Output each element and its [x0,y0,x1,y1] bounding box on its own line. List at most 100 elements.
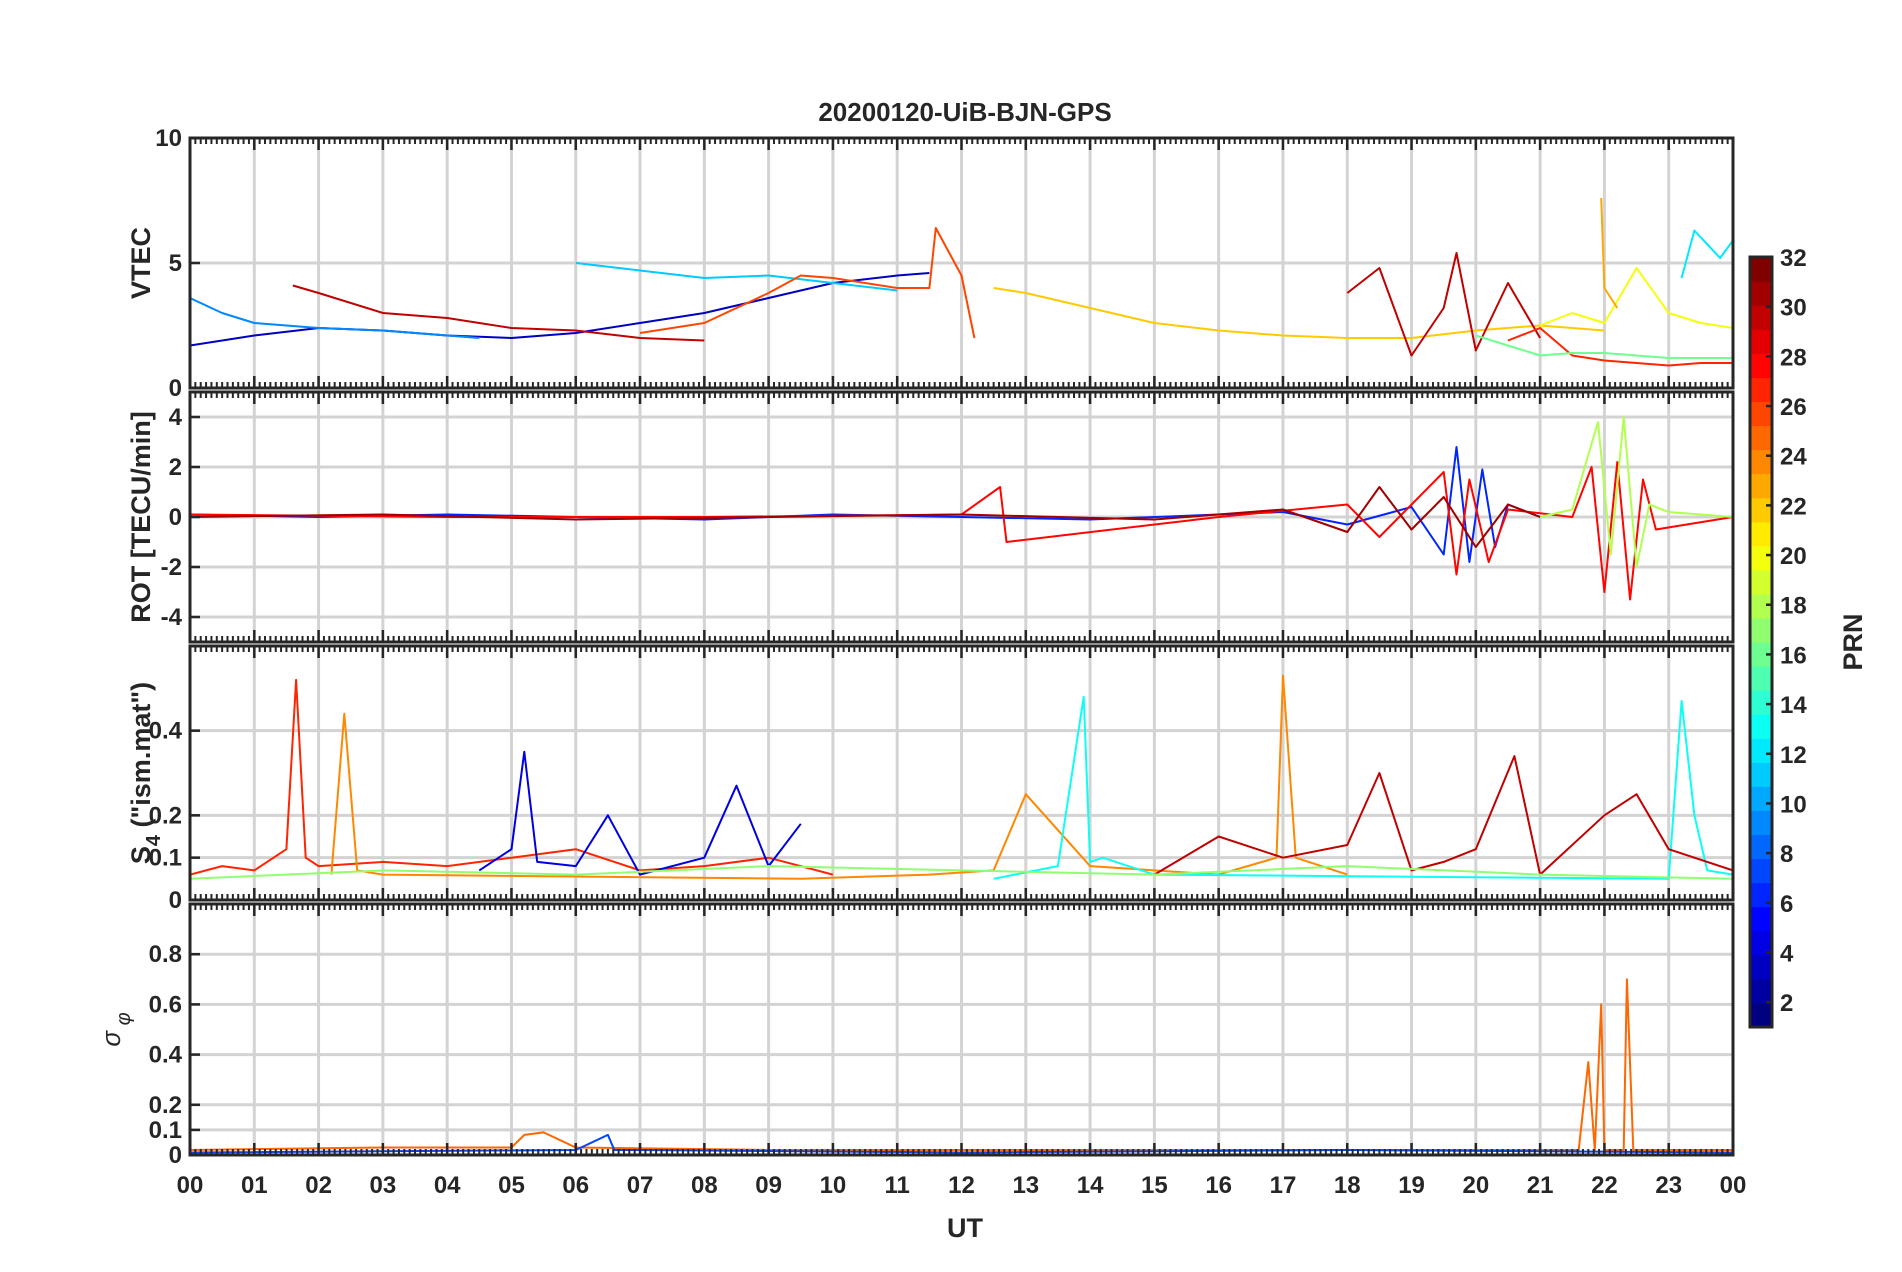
y-tick-label: 0.6 [149,991,182,1018]
colorbar-segment [1750,954,1772,980]
y-tick-label: 0 [169,887,182,914]
y-axis-label: ROT [TECU/min] [126,411,156,622]
x-tick-label: 04 [434,1172,461,1199]
colorbar-tick-label: 26 [1780,394,1807,421]
series-prn-18 [1539,416,1733,568]
series-prn-3 [190,272,930,347]
y-tick-label: 0.4 [149,718,183,745]
series-prn-27 [1507,327,1733,367]
y-tick-label: -2 [161,554,182,581]
colorbar-tick-label: 4 [1780,940,1794,967]
colorbar-segment [1750,449,1772,475]
colorbar-segment [1750,834,1772,860]
x-tick-label: 02 [305,1172,332,1199]
y-tick-label: 0.1 [149,1117,182,1144]
panel-vtec: 0 5 10 VTEC [126,125,1735,402]
colorbar-tick-label: 10 [1780,791,1807,818]
colorbar-segment [1750,858,1772,884]
series-prn-30 [1346,252,1541,357]
colorbar-segment [1750,353,1772,378]
colorbar-segment [1750,617,1772,643]
colorbar-segment [1750,257,1772,282]
panel-rot: -4 -2 0 2 4 ROT [TECU/min] [126,390,1735,644]
x-tick-label: 15 [1141,1172,1168,1199]
colorbar-segment [1750,1002,1772,1028]
y-tick-label: 0.8 [149,941,182,968]
colorbar-segment [1750,377,1772,402]
colorbar-segment [1750,521,1772,547]
y-axis-label: S4 ("ism.mat") [126,682,165,864]
series-prn-25 [190,978,1733,1151]
colorbar-segment [1750,569,1772,595]
x-tick-label: 03 [370,1172,397,1199]
x-tick-label: 07 [627,1172,654,1199]
y-tick-label: 0 [169,1142,182,1169]
y-tick-label: 0.2 [149,802,182,829]
x-tick-label: 00 [177,1172,204,1199]
chart-title: 20200120-UiB-BJN-GPS [818,97,1111,127]
colorbar-tick-label: 30 [1780,295,1807,322]
x-tick-label: 21 [1527,1172,1554,1199]
series-prn-31 [190,486,1541,548]
x-tick-label: 17 [1270,1172,1297,1199]
panel-sigma_phi: 00.10.2 0.4 0.6 0.8 σ φ [96,902,1735,1169]
colorbar-segment [1750,882,1772,908]
colorbar-tick-label: 28 [1780,344,1807,371]
x-tick-label: 11 [885,1172,910,1199]
y-tick-label: 5 [169,250,182,277]
colorbar-tick-label: 20 [1780,543,1807,570]
colorbar-segment [1750,690,1772,715]
x-tick-label: 06 [562,1172,589,1199]
colorbar-segment [1750,473,1772,499]
series-prn-24 [330,674,1348,880]
colorbar-segment [1750,593,1772,619]
colorbar-tick-label: 22 [1780,493,1807,520]
x-tick-label: 19 [1398,1172,1425,1199]
series-prn-13 [993,695,1733,880]
colorbar-segment [1750,666,1772,691]
colorbar-segment [1750,329,1772,354]
series-group [190,674,1733,880]
x-tick-label: 10 [820,1172,847,1199]
y-tick-label: -4 [161,604,183,631]
colorbar-tick-label: 14 [1780,692,1807,719]
series-prn-30 [1153,755,1733,876]
colorbar-tick-label: 16 [1780,642,1807,669]
x-tick-label: 22 [1591,1172,1618,1199]
x-tick-label: 20 [1462,1172,1489,1199]
colorbar-segment [1750,786,1772,812]
series-prn-20 [1539,267,1733,329]
series-prn-16 [1475,334,1733,359]
colorbar-segment [1750,906,1772,932]
x-tick-label: 01 [241,1172,268,1199]
x-axis-label: UT [947,1213,983,1243]
colorbar-segment [1750,714,1772,739]
x-tick-label: 12 [948,1172,975,1199]
series-group [190,416,1733,601]
series-prn-9 [190,297,480,339]
colorbar-segment [1750,762,1772,787]
y-tick-label: 10 [155,125,182,152]
colorbar-tick-label: 24 [1780,444,1807,471]
y-tick-label: 0 [169,375,182,402]
x-tick-label: 13 [1012,1172,1039,1199]
x-tick-label: 09 [755,1172,782,1199]
series-prn-4 [478,750,802,876]
panel-s4: 0 0.1 0.2 0.4S4 ("ism.mat") [126,644,1735,914]
series-prn-22 [993,287,1605,339]
y-tick-label: 0.2 [149,1092,182,1119]
colorbar-segment [1750,810,1772,836]
series-prn-27 [190,678,834,876]
colorbar-tick-label: 18 [1780,593,1807,620]
series-prn-26 [639,227,976,339]
colorbar-tick-label: 8 [1780,841,1793,868]
colorbar-segment [1750,497,1772,523]
y-tick-label: 0.4 [149,1042,183,1069]
y-axis-label: VTEC [126,227,156,299]
series-prn-23 [1600,197,1619,309]
x-tick-label: 05 [498,1172,525,1199]
colorbar-segment [1750,642,1772,667]
x-tick-label: 18 [1334,1172,1361,1199]
